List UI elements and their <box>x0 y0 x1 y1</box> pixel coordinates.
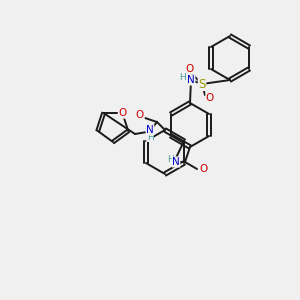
Text: O: O <box>186 64 194 74</box>
Text: H: H <box>168 154 174 164</box>
Text: O: O <box>136 110 144 120</box>
Text: H: H <box>180 74 186 82</box>
Text: N: N <box>187 75 195 85</box>
Text: N: N <box>146 125 154 135</box>
Text: S: S <box>198 77 206 91</box>
Text: O: O <box>206 93 214 103</box>
Text: N: N <box>172 157 180 167</box>
Text: O: O <box>199 164 207 174</box>
Text: H: H <box>147 133 153 142</box>
Text: O: O <box>118 108 127 118</box>
